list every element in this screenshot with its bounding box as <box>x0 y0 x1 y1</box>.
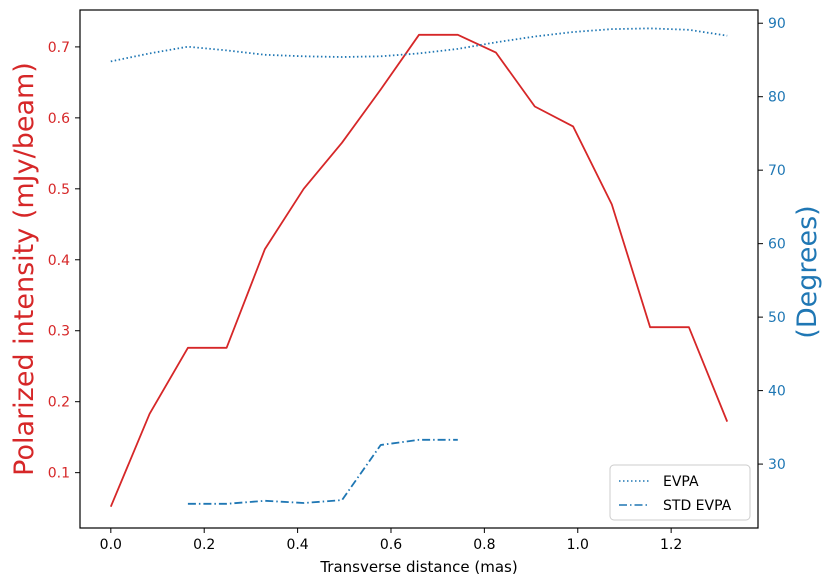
x-tick-label: 0.8 <box>473 537 495 553</box>
x-tick-label: 0.0 <box>100 537 122 553</box>
series-line-std-evpa <box>187 438 458 505</box>
x-tick-label: 1.2 <box>660 537 682 553</box>
y-left-tick-label: 0.4 <box>48 253 70 269</box>
x-tick-label: 0.4 <box>286 537 308 553</box>
series-line-evpa <box>110 27 728 63</box>
x-tick-label: 0.2 <box>193 537 215 553</box>
plot-frame <box>79 9 759 529</box>
y-right-tick-label: 30 <box>768 457 786 473</box>
legend-evpa-label: EVPA <box>663 474 699 490</box>
y-right-tick-label: 70 <box>768 163 786 179</box>
right-y-axis-label: (Degrees) <box>792 205 823 338</box>
legend-box <box>609 464 751 521</box>
series-line-polarized-intensity <box>109 33 729 508</box>
x-axis-label: Transverse distance (mas) <box>319 558 517 576</box>
left-y-axis-label: Polarized intensity (mJy/beam) <box>9 62 40 476</box>
y-left-tick-label: 0.7 <box>48 40 70 56</box>
legend: EVPA STD EVPA <box>609 464 751 521</box>
x-tick-label: 1.0 <box>567 537 589 553</box>
series-layer <box>109 27 729 508</box>
y-left-tick-label: 0.2 <box>48 395 70 411</box>
y-right-tick-label: 60 <box>768 237 786 253</box>
y-right-tick-label: 50 <box>768 310 786 326</box>
axes-layer: 0.0 0.2 0.4 0.6 0.8 1.0 1.2 0.1 0.2 0.3 0.4 0.5 0.6 0… <box>48 16 786 553</box>
y-left-tick-label: 0.1 <box>48 466 70 482</box>
y-right-tick-label: 40 <box>768 384 786 400</box>
y-left-tick-label: 0.5 <box>48 182 70 198</box>
y-right-tick-label: 90 <box>768 16 786 32</box>
x-tick-label: 0.6 <box>380 537 402 553</box>
legend-std-evpa-label: STD EVPA <box>663 498 732 514</box>
y-left-tick-label: 0.3 <box>48 324 70 340</box>
y-left-tick-label: 0.6 <box>48 111 70 127</box>
y-right-tick-label: 80 <box>768 90 786 106</box>
